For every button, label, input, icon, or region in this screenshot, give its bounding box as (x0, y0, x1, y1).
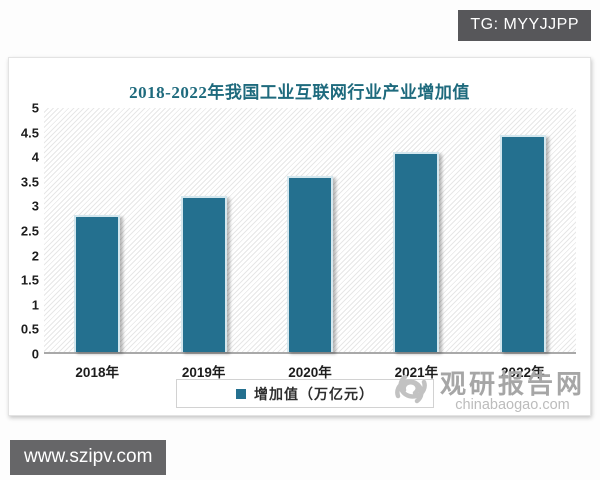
legend-label: 增加值（万亿元） (254, 385, 374, 402)
y-axis-label-8: 4 (31, 149, 39, 165)
y-axis-label-3: 1.5 (20, 272, 39, 288)
y-axis-label-7: 3.5 (20, 174, 39, 190)
x-axis-label-2: 2020年 (288, 365, 332, 380)
y-axis-label-0: 0 (31, 346, 39, 362)
tg-contact-badge: TG: MYYJJPP (458, 10, 591, 41)
chart-title: 2018-2022年我国工业互联网行业产业增加值 (129, 83, 470, 102)
bar-3 (393, 151, 440, 352)
plot-area (44, 108, 576, 354)
source-site-badge: www.szipv.com (10, 440, 167, 475)
bar-slot-3 (363, 108, 469, 352)
y-axis-label-2: 1 (31, 297, 39, 313)
y-axis-label-4: 2 (31, 248, 39, 264)
y-axis-label-1: 0.5 (20, 321, 39, 337)
source-site-label: www.szipv.com (24, 446, 153, 467)
y-axis-label-6: 3 (31, 198, 39, 214)
chart-panel: 2018-2022年我国工业互联网行业产业增加值 0 0.5 1 1.5 2 2.5 3 3.… (8, 57, 591, 416)
bar-slot-0 (44, 108, 150, 352)
watermark-text: 观研报告网 chinabaogao.com (439, 368, 585, 413)
y-axis: 0 0.5 1 1.5 2 2.5 3 3.5 4 4.5 5 (11, 102, 39, 361)
legend-swatch-icon (236, 388, 246, 399)
bar-0 (74, 215, 121, 352)
y-axis-label-10: 5 (31, 100, 39, 116)
tg-contact-label: TG: MYYJJPP (470, 16, 579, 33)
bar-1 (180, 195, 227, 352)
watermark-swirl-logo-icon (387, 370, 435, 413)
x-axis-label-0: 2018年 (75, 365, 119, 380)
legend: 增加值（万亿元） (176, 379, 434, 408)
y-axis-label-5: 2.5 (20, 223, 39, 239)
bar-slot-1 (150, 108, 256, 352)
y-axis-label-9: 4.5 (20, 125, 39, 141)
watermark: 观研报告网 chinabaogao.com (387, 370, 585, 413)
bar-2 (287, 176, 334, 352)
watermark-site-url: chinabaogao.com (455, 396, 570, 413)
x-axis-label-1: 2019年 (181, 365, 226, 380)
bars-row (44, 108, 576, 352)
watermark-site-name: 观研报告网 (439, 368, 585, 399)
bar-slot-4 (470, 108, 576, 352)
bar-4 (499, 134, 546, 352)
bar-slot-2 (257, 108, 363, 352)
x-axis-label-4: 2022年 (501, 365, 545, 380)
